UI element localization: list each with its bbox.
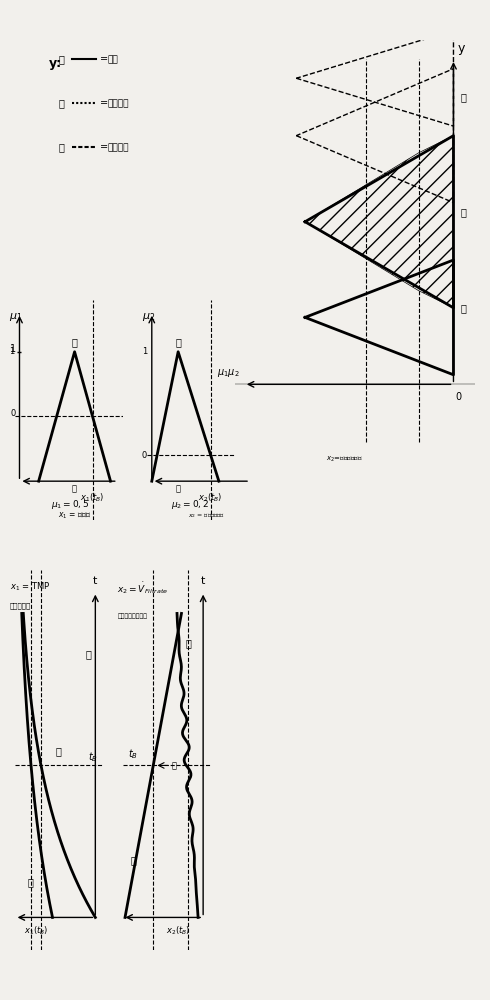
Text: 中: 中 <box>58 98 64 108</box>
Text: $x_2$ = 滤液体积流量: $x_2$ = 滤液体积流量 <box>189 512 225 520</box>
Text: $\mu_2=0,2$: $\mu_2=0,2$ <box>171 498 209 511</box>
Text: 1: 1 <box>10 344 16 354</box>
Text: 中: 中 <box>172 761 176 770</box>
Text: y: y <box>458 42 465 55</box>
Text: $x_1(t_B)$: $x_1(t_B)$ <box>80 492 105 504</box>
Text: 0: 0 <box>456 392 462 402</box>
Text: 0: 0 <box>142 451 147 460</box>
Text: 高: 高 <box>186 638 192 648</box>
Text: $x_1$ = 跨膜压: $x_1$ = 跨膜压 <box>58 510 91 521</box>
Text: $t_B$: $t_B$ <box>88 750 98 764</box>
Text: 小: 小 <box>130 855 136 865</box>
Text: 清洗: 清洗 <box>107 55 118 64</box>
Text: $x_1(t_B)$: $x_1(t_B)$ <box>24 925 49 937</box>
Text: 继续过滤: 继续过滤 <box>107 143 129 152</box>
Text: $\mu_1\mu_2$: $\mu_1\mu_2$ <box>217 367 240 379</box>
Text: 小: 小 <box>58 54 64 64</box>
Text: =: = <box>100 142 108 152</box>
Text: $x_2$=滤液体积流量: $x_2$=滤液体积流量 <box>326 455 363 464</box>
Text: 逆流清洗: 逆流清洗 <box>107 99 129 108</box>
Text: 小: 小 <box>27 877 33 887</box>
Text: 中: 中 <box>55 747 61 757</box>
Text: 大: 大 <box>460 92 466 102</box>
Text: $\mu_1=0,5$: $\mu_1=0,5$ <box>50 498 89 511</box>
Text: 小: 小 <box>175 337 181 347</box>
Text: 中: 中 <box>72 485 77 494</box>
Text: 中: 中 <box>72 337 77 347</box>
Text: y:: y: <box>49 57 62 70</box>
Text: $\mu_2$: $\mu_2$ <box>142 311 155 323</box>
Text: t: t <box>201 576 205 586</box>
Text: $x_1$ = TMP: $x_1$ = TMP <box>10 581 50 593</box>
Text: =: = <box>100 98 108 108</box>
Text: =: = <box>100 54 108 64</box>
Text: 0: 0 <box>11 409 16 418</box>
Text: 大: 大 <box>58 142 64 152</box>
Text: 小: 小 <box>460 303 466 313</box>
Text: $x_2 = \dot{V}_{Filtrate}$: $x_2 = \dot{V}_{Filtrate}$ <box>118 581 169 596</box>
Text: $x_2(t_B)$: $x_2(t_B)$ <box>166 925 190 937</box>
Text: 1: 1 <box>142 347 147 356</box>
Text: t: t <box>93 576 98 586</box>
Text: 小: 小 <box>175 485 181 494</box>
Text: $t_B$: $t_B$ <box>127 747 138 761</box>
Text: $x_2(t_B)$: $x_2(t_B)$ <box>198 492 223 504</box>
Text: 高: 高 <box>85 649 91 659</box>
Text: 中: 中 <box>460 207 466 217</box>
Text: （滤液体积流量）: （滤液体积流量） <box>118 613 147 619</box>
Text: （跨膜压）: （跨膜压） <box>10 603 31 609</box>
Text: 1: 1 <box>9 347 15 356</box>
Text: $\mu_1$: $\mu_1$ <box>9 311 23 323</box>
